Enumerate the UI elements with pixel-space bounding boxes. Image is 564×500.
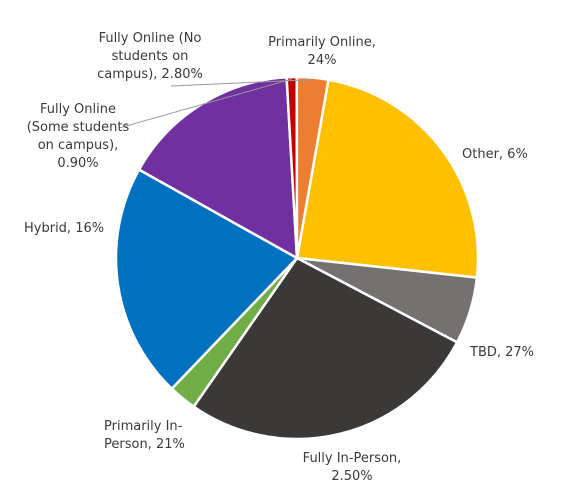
data-label-line: 0.90%: [57, 156, 98, 171]
data-label-line: 24%: [308, 53, 337, 68]
pie-slice-fully-online-no-students-on-campus: [295, 75, 330, 259]
data-label-line: students on: [112, 49, 189, 64]
data-label-hybrid: Hybrid, 16%: [24, 221, 104, 236]
leader-line-fully-online-no: [170, 79, 313, 87]
data-label-fully-in-person: Fully In-Person, 2.50%: [303, 451, 402, 484]
data-label-line: Fully In-Person,: [303, 451, 402, 466]
data-label-line: Fully Online: [40, 102, 116, 117]
data-label-line: Hybrid, 16%: [24, 221, 104, 236]
data-label-fully-online-no-students-on-campus: Fully Online (No students on campus), 2.80…: [97, 31, 203, 82]
data-label-primarily-in-person: Primarily In- Person, 21%: [104, 419, 185, 452]
data-label-fully-online-some-students-on-campus: Fully Online (Some students on campus), 0.9…: [27, 102, 130, 171]
data-label-line: Other, 6%: [462, 147, 528, 162]
pie-slice-tbd: [191, 256, 459, 441]
data-label-line: Primarily In-: [104, 419, 183, 434]
data-label-line: Primarily Online,: [268, 35, 376, 50]
data-label-line: Fully Online (No: [99, 31, 202, 46]
leader-line-fully-online-some: [118, 78, 292, 129]
data-label-line: 2.50%: [331, 469, 372, 484]
pie-slice-primarily-online: [295, 78, 480, 280]
data-label-tbd: TBD, 27%: [469, 345, 534, 360]
data-label-line: TBD, 27%: [469, 345, 534, 360]
data-label-line: campus), 2.80%: [97, 67, 203, 82]
data-label-other: Other, 6%: [462, 147, 528, 162]
data-label-primarily-online: Primarily Online, 24%: [268, 35, 376, 68]
data-label-line: (Some students: [27, 120, 130, 135]
data-label-line: on campus),: [38, 138, 119, 153]
data-label-line: Person, 21%: [104, 437, 185, 452]
pie-slice-primarily-in-person: [114, 167, 300, 391]
